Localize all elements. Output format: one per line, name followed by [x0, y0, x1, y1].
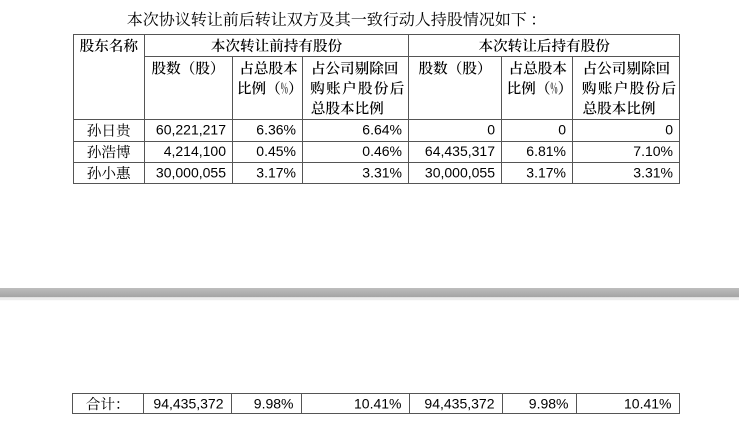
svg-text:6.36%: 6.36% — [256, 121, 296, 137]
svg-text:0: 0 — [558, 121, 566, 137]
svg-text:6.64%: 6.64% — [362, 121, 402, 137]
svg-text:9.98%: 9.98% — [254, 396, 294, 412]
svg-text:94,435,372: 94,435,372 — [424, 396, 494, 412]
svg-text:0: 0 — [665, 121, 673, 137]
svg-text:7.10%: 7.10% — [633, 143, 673, 159]
svg-text:94,435,372: 94,435,372 — [153, 396, 223, 412]
svg-text:30,000,055: 30,000,055 — [425, 164, 495, 180]
svg-text:0.45%: 0.45% — [256, 143, 296, 159]
svg-text:3.31%: 3.31% — [362, 164, 402, 180]
svg-text:10.41%: 10.41% — [354, 396, 401, 412]
svg-text:4,214,100: 4,214,100 — [164, 143, 226, 159]
svg-text:3.17%: 3.17% — [256, 164, 296, 180]
svg-text:9.98%: 9.98% — [529, 396, 569, 412]
svg-text:6.81%: 6.81% — [526, 143, 566, 159]
svg-text:60,221,217: 60,221,217 — [156, 121, 226, 137]
svg-text:3.17%: 3.17% — [526, 164, 566, 180]
svg-text:30,000,055: 30,000,055 — [156, 164, 226, 180]
svg-text:0: 0 — [487, 121, 495, 137]
svg-text:10.41%: 10.41% — [624, 396, 671, 412]
svg-text:3.31%: 3.31% — [633, 164, 673, 180]
svg-text:64,435,317: 64,435,317 — [425, 143, 495, 159]
svg-text:0.46%: 0.46% — [362, 143, 402, 159]
